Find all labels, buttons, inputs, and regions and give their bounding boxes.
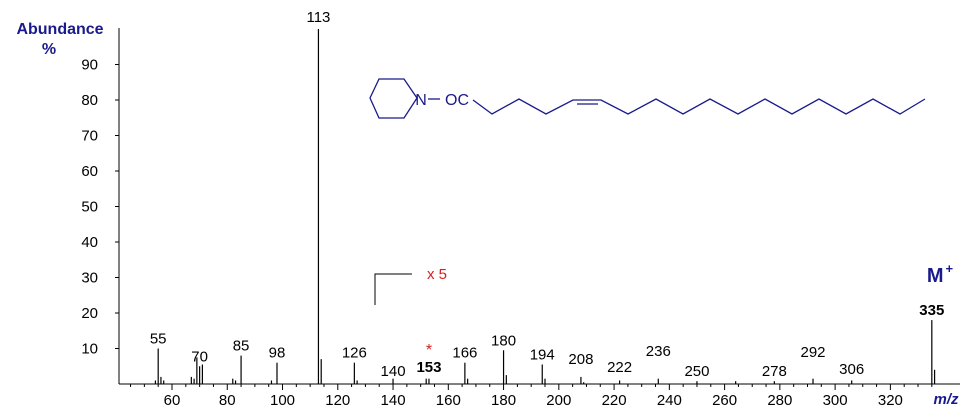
x-ticks: 60 80 100 120 140 160 180 200 220 240 260 280 300 320: [130, 384, 933, 409]
x-tick-label: 320: [878, 392, 903, 409]
structure-nitrogen: N: [415, 92, 427, 109]
peak-label: 292: [801, 344, 826, 361]
peak-label: 126: [342, 345, 367, 362]
peak-label: 180: [491, 332, 516, 349]
peak-label: 70: [191, 348, 208, 365]
peak-label: 166: [452, 345, 477, 362]
x-tick-label: 140: [381, 392, 406, 409]
y-tick-label: 10: [81, 341, 98, 358]
peak-label: 194: [530, 346, 555, 363]
x-tick-label: 200: [546, 392, 571, 409]
peak-label: 335: [919, 302, 944, 319]
peak-label: 222: [607, 359, 632, 376]
pyrrolidine-ring: [369, 78, 418, 119]
peak-label: 250: [684, 363, 709, 380]
x-tick-label: 80: [219, 392, 236, 409]
scale-label: x 5: [427, 266, 447, 283]
x-tick-label: 220: [602, 392, 627, 409]
y-tick-label: 50: [81, 199, 98, 216]
spectrum-peaks: [154, 29, 936, 384]
fatty-acyl-chain: [472, 98, 926, 115]
x-tick-label: 300: [823, 392, 848, 409]
x-tick-label: 120: [325, 392, 350, 409]
y-tick-label: 80: [81, 92, 98, 109]
peak-label: 153: [416, 359, 441, 376]
peak-labels: 55 70 85 98 113 126 140 153 166 180 194 208 222 236 25…: [150, 9, 944, 380]
peak-label: 140: [381, 363, 406, 380]
chemical-structure: [369, 78, 926, 119]
x-tick-label: 60: [164, 392, 181, 409]
peak-label: 85: [233, 338, 250, 355]
x-tick-label: 280: [767, 392, 792, 409]
peak-label: 208: [568, 351, 593, 368]
peak-label: 236: [646, 343, 671, 360]
y-tick-label: 40: [81, 234, 98, 251]
x-tick-label: 260: [712, 392, 737, 409]
x-tick-label: 180: [491, 392, 516, 409]
scale-change-marker: [374, 273, 412, 305]
x-tick-label: 160: [436, 392, 461, 409]
y-tick-label: 30: [81, 270, 98, 287]
peak-label: 55: [150, 331, 167, 348]
x-tick-label: 100: [270, 392, 295, 409]
y-axis-title: Abundance: [16, 21, 103, 38]
y-ticks: 10 20 30 40 50 60 70 80 90: [81, 57, 119, 358]
peak-label: 98: [269, 345, 286, 362]
y-tick-label: 70: [81, 128, 98, 145]
peak-label: 278: [762, 363, 787, 380]
structure-ester-group: OC: [445, 92, 469, 109]
molecular-ion-label: M +: [927, 261, 954, 287]
y-tick-label: 90: [81, 57, 98, 74]
asterisk-mark: *: [426, 342, 432, 359]
peak-label: 113: [306, 9, 330, 26]
y-axis-unit: %: [42, 41, 56, 58]
peak-label: 306: [839, 361, 864, 378]
x-axis-title: m/z: [933, 391, 959, 408]
y-tick-label: 20: [81, 305, 98, 322]
x-tick-label: 240: [657, 392, 682, 409]
y-tick-label: 60: [81, 163, 98, 180]
